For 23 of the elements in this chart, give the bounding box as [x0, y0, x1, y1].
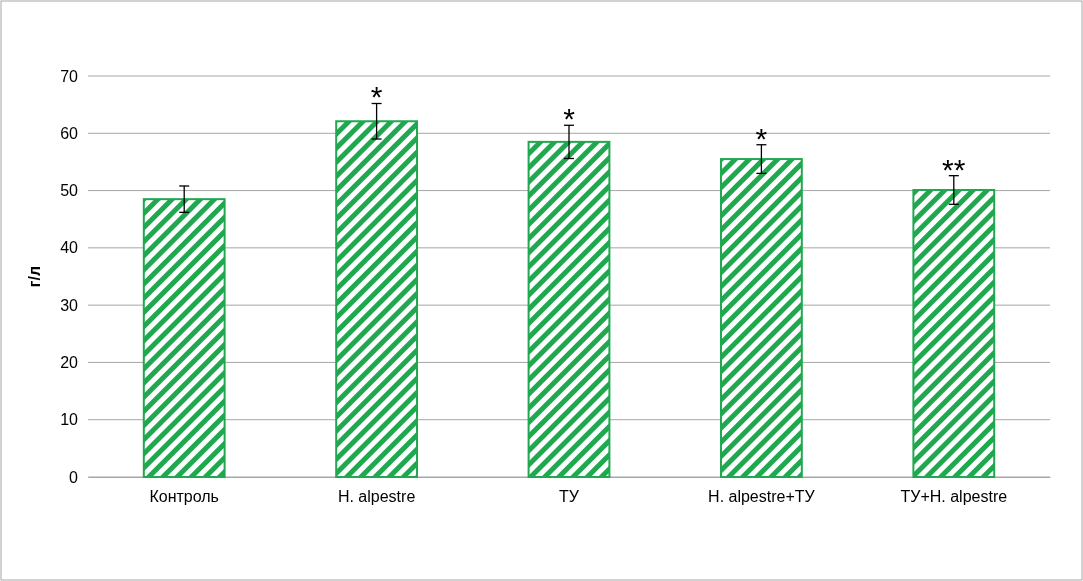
bar [912, 189, 996, 478]
bar [720, 158, 803, 478]
annotation: * [755, 121, 768, 155]
y-tick-label: 30 [60, 296, 79, 314]
x-tick-label: H. alpestre [337, 488, 416, 506]
y-axis-title: г/л [26, 265, 43, 288]
y-tick-label: 10 [60, 411, 79, 429]
bar [142, 198, 226, 478]
bar [335, 120, 418, 478]
x-tick-label: ТУ [559, 488, 580, 506]
annotation: * [563, 102, 576, 136]
y-tick-label: 40 [60, 239, 79, 257]
x-tick-label: ТУ+H. alpestre [900, 488, 1008, 506]
y-tick-label: 60 [60, 124, 79, 142]
annotation: ** [942, 152, 966, 186]
x-tick-label: Контроль [149, 488, 219, 506]
bar [527, 140, 611, 478]
y-tick-label: 20 [60, 354, 79, 372]
y-tick-label: 70 [60, 67, 79, 85]
y-tick-label: 0 [69, 468, 79, 486]
annotation: * [370, 80, 383, 114]
x-tick-label: H. alpestre+ТУ [708, 488, 816, 506]
y-tick-label: 50 [60, 182, 79, 200]
